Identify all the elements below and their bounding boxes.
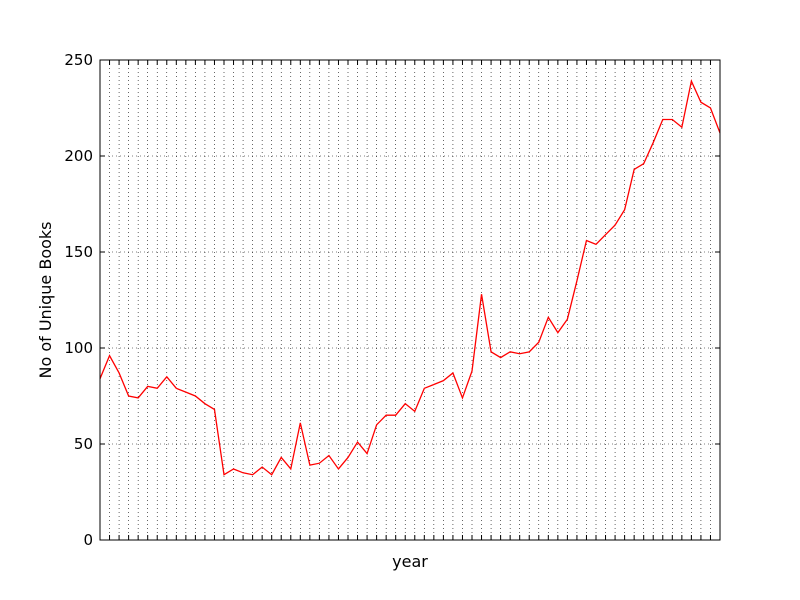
- x-axis: [99, 60, 721, 540]
- y-tick-label: 250: [64, 51, 93, 69]
- series-line: [99, 79, 721, 476]
- y-axis: 0 50 100 150 200 250: [64, 51, 720, 549]
- y-tick-label: 150: [64, 243, 93, 261]
- x-axis-label: year: [392, 552, 428, 571]
- y-axis-label: No of Unique Books: [36, 221, 55, 378]
- y-tick-label: 100: [64, 339, 93, 357]
- y-tick-label: 200: [64, 147, 93, 165]
- grid: [100, 60, 720, 540]
- y-tick-label: 0: [83, 531, 93, 549]
- y-tick-label: 50: [74, 435, 93, 453]
- plot-area-frame: [99, 59, 721, 541]
